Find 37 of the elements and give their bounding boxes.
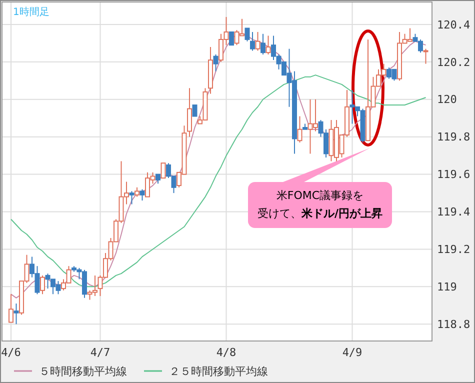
y-tick-label: 120.2	[437, 56, 470, 69]
line-series	[10, 33, 426, 298]
candlestick	[14, 303, 19, 325]
candlestick	[160, 162, 166, 179]
x-tick-label: 4/9	[342, 346, 362, 359]
y-tick-label: 119.8	[437, 130, 470, 144]
y-tick-label: 119.6	[437, 168, 470, 182]
candlestick	[255, 31, 260, 52]
y-tick-label: 120	[437, 93, 457, 106]
x-tick-label: 4/6	[1, 346, 21, 359]
candlestick	[8, 294, 14, 323]
candlestick	[140, 188, 145, 202]
y-tick-label: 118.8	[437, 318, 470, 331]
candlestick	[187, 88, 192, 138]
y-tick-label: 119.4	[437, 206, 470, 219]
candlestick	[156, 174, 160, 184]
x-tick-label: 4/7	[90, 346, 110, 359]
candlestick	[260, 33, 266, 55]
candlestick	[129, 190, 134, 205]
text: 1時間足	[13, 6, 50, 18]
candlestick	[266, 35, 271, 55]
candlestick	[192, 104, 198, 117]
candlestick	[244, 28, 250, 42]
candlestick	[40, 274, 45, 295]
x-tick-label: 4/8	[216, 346, 236, 359]
candlestick	[213, 54, 218, 72]
candlestick	[423, 48, 428, 64]
candlestick	[229, 31, 234, 46]
candlestick	[297, 116, 302, 143]
y-tick-label: 119	[437, 280, 457, 294]
y-tick-label: 119.2	[437, 243, 470, 256]
candlestick	[134, 186, 140, 198]
candlestick	[250, 31, 255, 52]
y-tick-label: 120.4	[437, 18, 470, 32]
legend-label: ２５時間移動平均線	[169, 364, 268, 378]
legend-label: ５時間移動平均線	[39, 364, 127, 378]
annotation: 米FOMC議事録を受けて、米ドル/円が上昇	[257, 189, 383, 220]
